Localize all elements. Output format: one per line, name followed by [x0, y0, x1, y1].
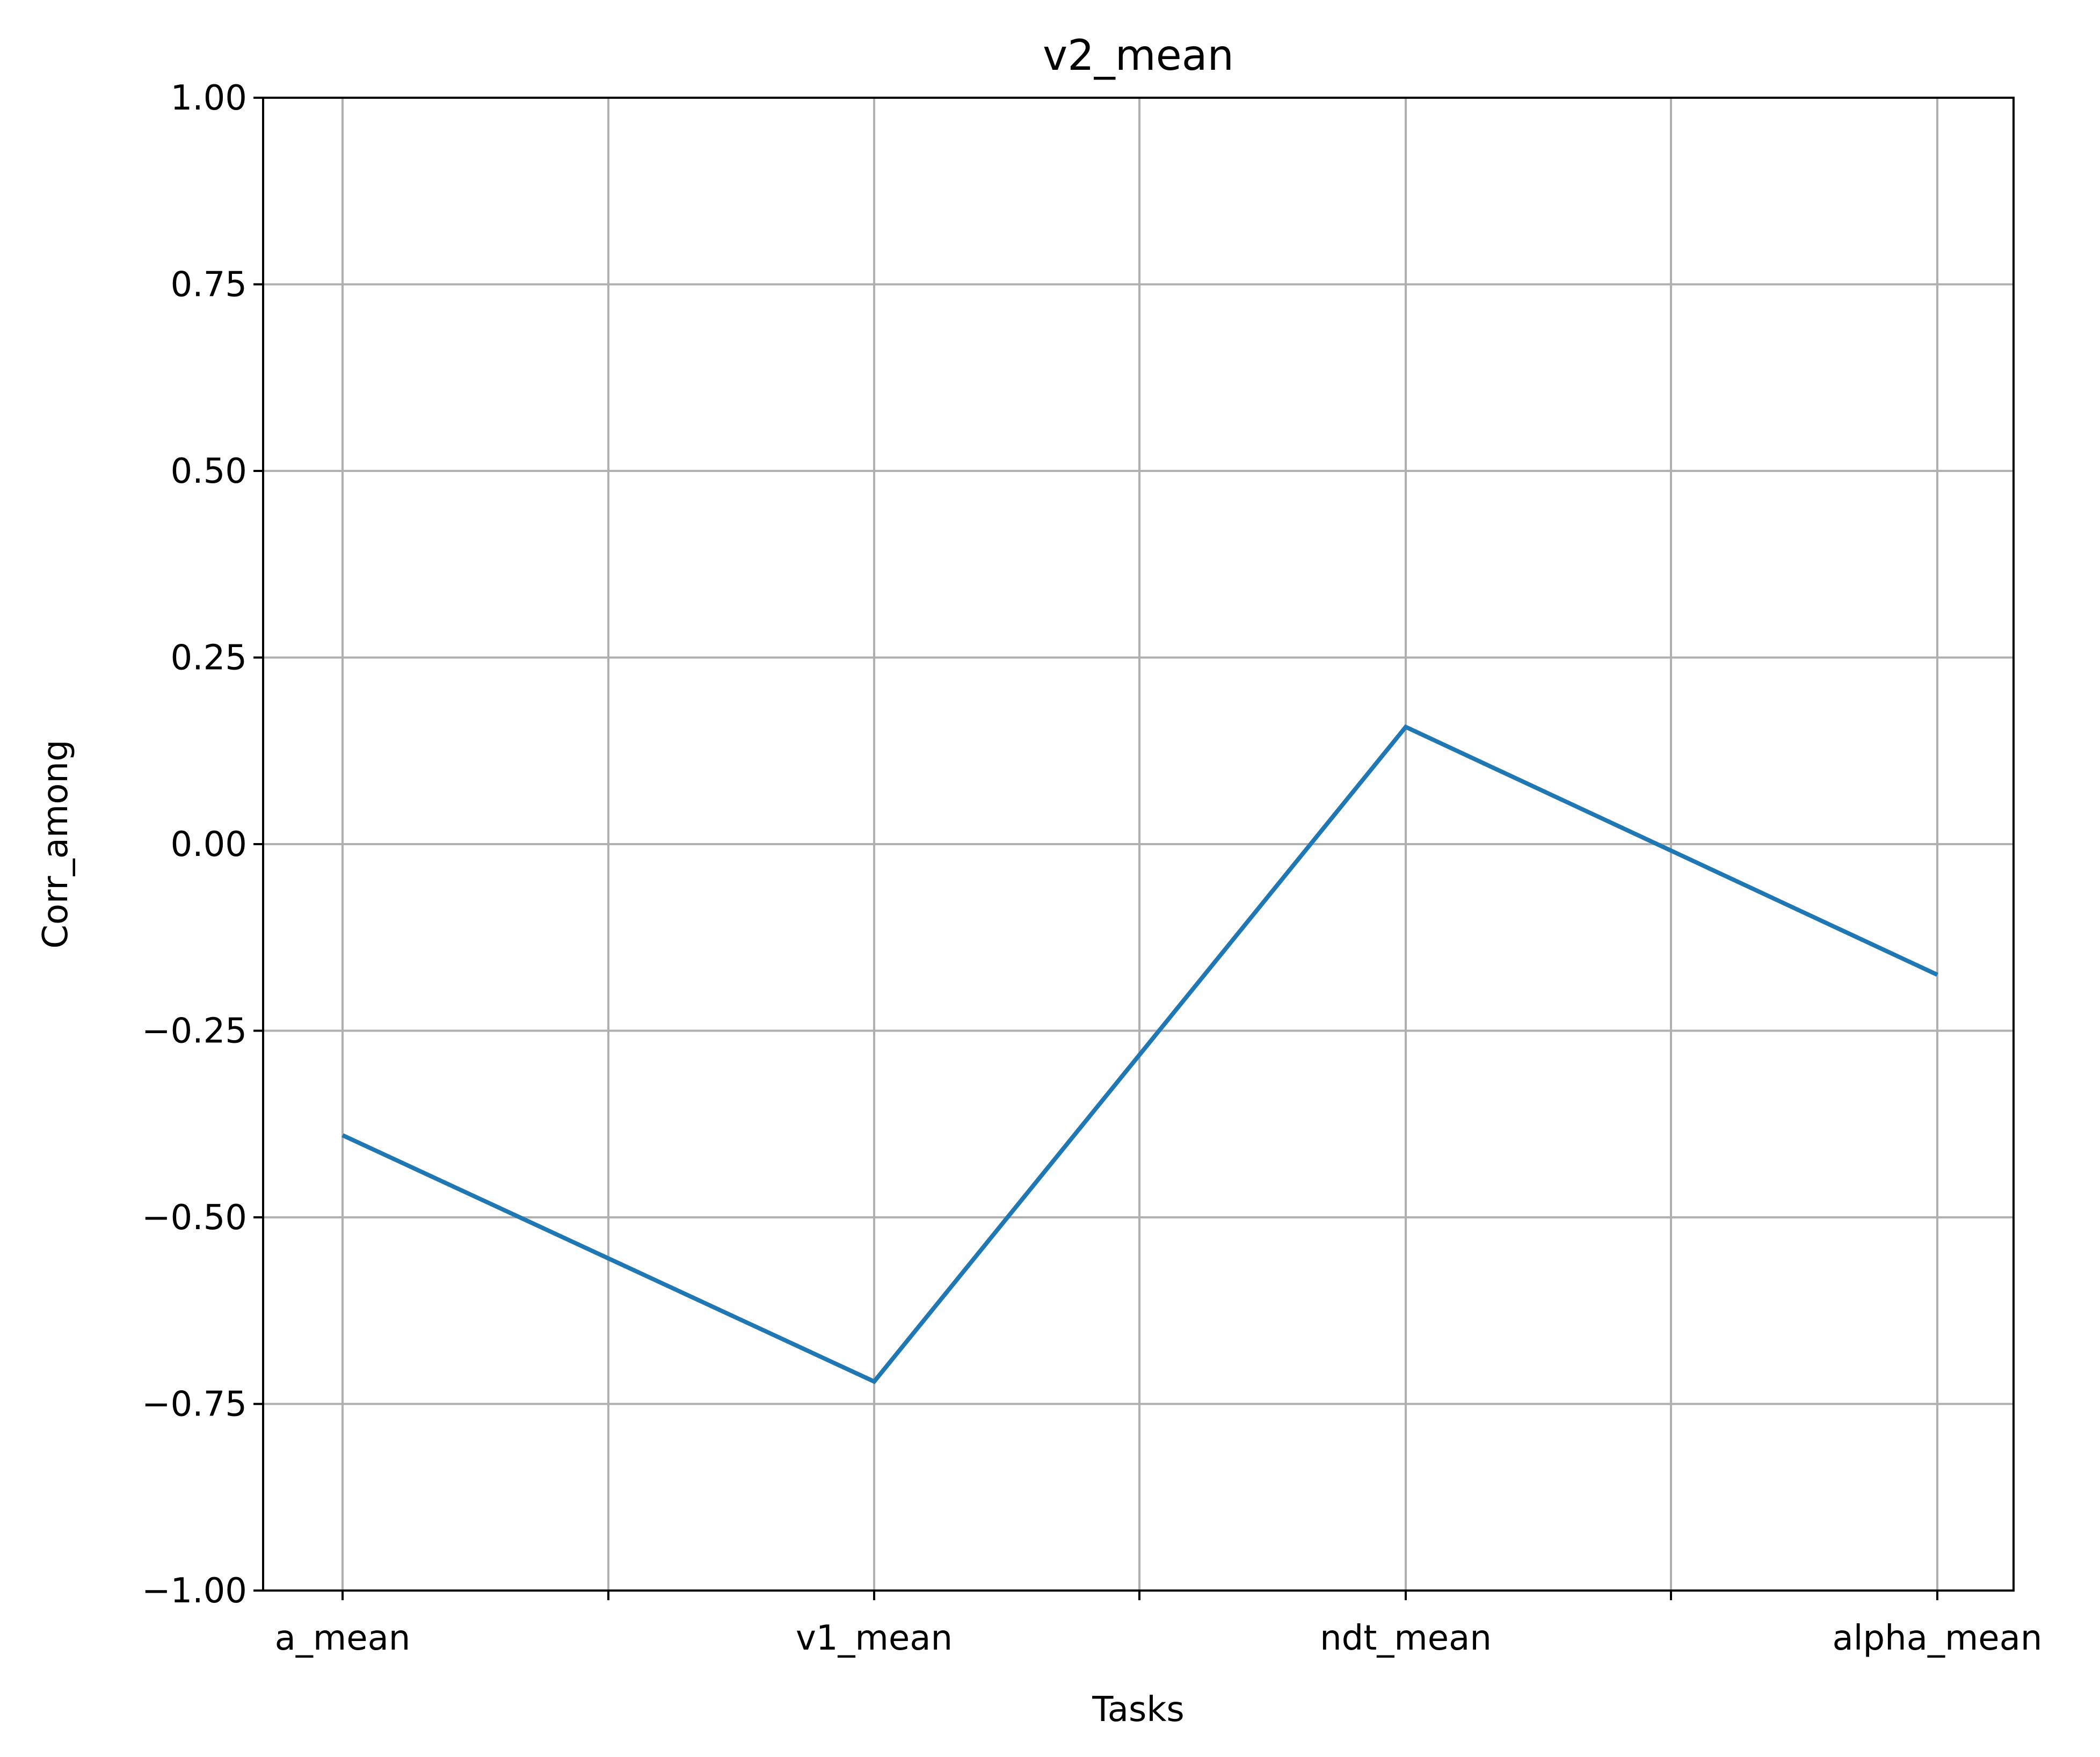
series-line [341, 724, 1938, 1384]
series-layer [341, 724, 1938, 1384]
x-axis-label: Tasks [1092, 1690, 1184, 1730]
grid-layer [263, 97, 2014, 1592]
tick-layer: −1.00 −0.75 −0.50 −0.25 0.00 0.25 0.50 0.75 1.00… [142, 78, 2043, 1658]
y-tick-label: 0.00 [171, 825, 248, 865]
y-tick-label: 0.25 [171, 638, 248, 678]
x-tick-label: ndt_mean [1320, 1618, 1492, 1658]
y-axis-label: Corr_among [36, 739, 76, 948]
y-tick-label: 1.00 [171, 78, 248, 118]
x-tick-label: alpha_mean [1833, 1618, 2043, 1658]
y-tick-label: −0.75 [142, 1385, 247, 1425]
y-tick-label: 0.50 [171, 452, 248, 491]
x-tick-label: v1_mean [796, 1618, 953, 1658]
x-tick-label: a_mean [275, 1618, 411, 1658]
chart-title: v2_mean [1043, 32, 1234, 80]
y-tick-label: −1.00 [142, 1571, 247, 1611]
y-tick-label: −0.25 [142, 1012, 247, 1051]
y-tick-label: 0.75 [171, 265, 248, 305]
y-tick-label: −0.50 [142, 1198, 247, 1238]
